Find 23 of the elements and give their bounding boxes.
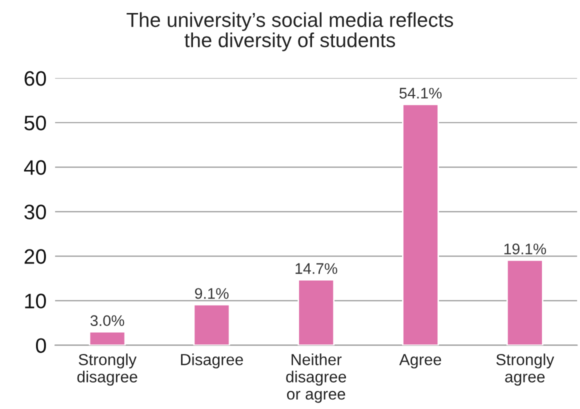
bar [298,279,335,346]
y-tick-label: 10 [25,294,46,308]
x-tick-label: Neither disagree or agree [286,354,346,403]
data-label: 9.1% [195,288,229,299]
x-tick-label: Strongly disagree [77,354,138,386]
bar [402,104,439,346]
data-label: 54.1% [399,88,442,99]
x-tick-label: Agree [399,354,442,368]
y-tick-label: 40 [24,160,46,175]
data-label: 19.1% [504,244,546,254]
y-tick-label: 50 [24,116,46,130]
bar [506,259,544,346]
chart-title: The university’s social media reflects the diversity of students [126,12,454,52]
bar [193,304,230,346]
y-tick-label: 60 [24,71,46,86]
data-label: 3.0% [90,315,124,326]
data-label: 14.7% [296,263,338,274]
y-tick-label: 0 [36,338,46,353]
x-tick-label: Disagree [181,354,243,368]
x-tick-label: Strongly agree [496,354,554,386]
bar [88,331,126,346]
y-tick-label: 30 [24,204,46,220]
y-tick-label: 20 [24,249,46,264]
